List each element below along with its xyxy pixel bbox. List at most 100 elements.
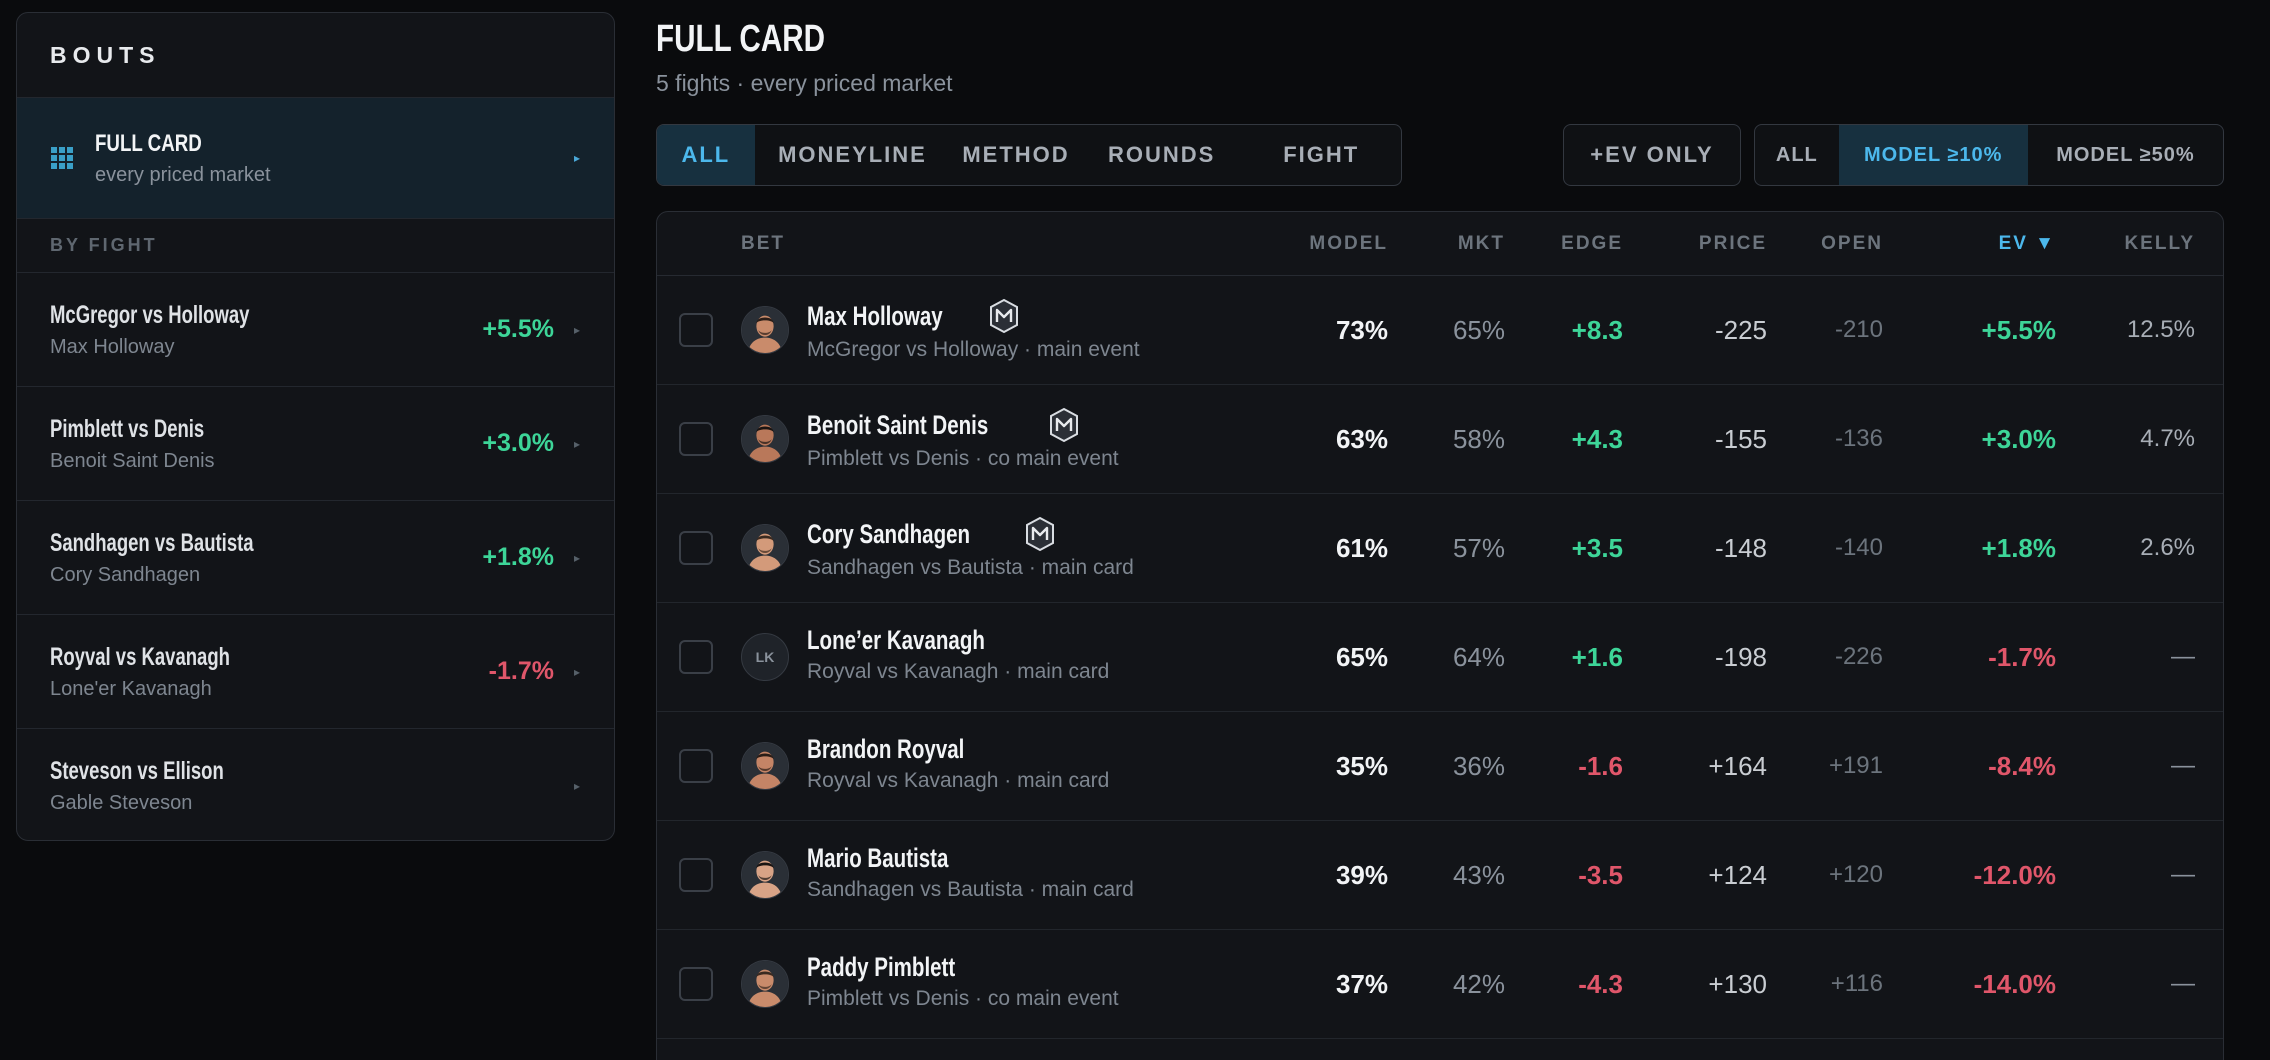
sidebar-fight-item[interactable]: Sandhagen vs Bautista Cory Sandhagen +1.8%… bbox=[17, 501, 614, 615]
kelly-cell: — bbox=[2171, 752, 2195, 779]
model-cell: 73% bbox=[1335, 314, 1388, 345]
row-checkbox[interactable] bbox=[679, 967, 713, 1001]
fighter-name: Gable Steveson bbox=[50, 792, 193, 814]
ev-cell: -8.4% bbox=[1988, 750, 2056, 781]
bet-cell: Benoit Saint Denis Pimblett vs Denis · co… bbox=[807, 407, 1119, 471]
header-ev-sorted[interactable]: EV ▼ bbox=[1998, 232, 2056, 254]
open-cell: -140 bbox=[1834, 534, 1883, 561]
fighter-name: Benoit Saint Denis bbox=[50, 449, 215, 472]
sidebar-fight-item[interactable]: Pimblett vs Denis Benoit Saint Denis +3.0%… bbox=[17, 387, 614, 501]
fighter-name: Cory Sandhagen bbox=[807, 518, 971, 549]
page-title: FULL CARD bbox=[656, 18, 826, 60]
row-checkbox[interactable] bbox=[679, 531, 713, 565]
price-cell: +130 bbox=[1708, 968, 1767, 999]
table-row[interactable]: Cory Sandhagen Sandhagen vs Bautista · ma… bbox=[657, 494, 2223, 603]
table-row[interactable]: Benoit Saint Denis Pimblett vs Denis · co… bbox=[657, 385, 2223, 494]
fight-name: Sandhagen vs Bautista bbox=[50, 528, 254, 557]
chevron-right-icon: ▸ bbox=[573, 436, 580, 451]
fight-name: Royval vs Kavanagh bbox=[50, 642, 230, 671]
bet-cell: Lone’er Kavanagh Royval vs Kavanagh · mai… bbox=[807, 625, 1109, 684]
chevron-right-icon: ▸ bbox=[573, 779, 580, 793]
market-tab-0[interactable]: ALL bbox=[657, 125, 755, 185]
bet-cell: Max Holloway McGregor vs Holloway · main … bbox=[807, 298, 1140, 362]
market-tab-2[interactable]: METHOD bbox=[962, 142, 1070, 167]
fight-ev: +1.8% bbox=[482, 543, 554, 571]
market-tab-4[interactable]: FIGHT bbox=[1283, 142, 1360, 167]
bet-cell: Cory Sandhagen Sandhagen vs Bautista · ma… bbox=[807, 516, 1134, 580]
ev-cell: +1.8% bbox=[1981, 532, 2056, 563]
row-checkbox[interactable] bbox=[679, 422, 713, 456]
sidebar-fight-item[interactable]: Steveson vs Ellison Gable Steveson ▸ bbox=[17, 729, 614, 840]
model-filter-tabs: ALL MODEL ≥10% MODEL ≥50% bbox=[1754, 124, 2224, 186]
bet-description: Royval vs Kavanagh · main card bbox=[807, 660, 1110, 683]
ev-cell: +3.0% bbox=[1981, 423, 2056, 454]
table-row[interactable]: Brandon Royval Royval vs Kavanagh · main … bbox=[657, 712, 2223, 821]
edge-cell: +1.6 bbox=[1571, 641, 1623, 672]
market-tabs: ALL MONEYLINE METHOD ROUNDS FIGHT bbox=[656, 124, 1402, 186]
table-row[interactable]: Mario Bautista Sandhagen vs Bautista · ma… bbox=[657, 821, 2223, 930]
price-cell: -225 bbox=[1714, 314, 1767, 345]
ev-cell: -1.7% bbox=[1988, 641, 2056, 672]
bet-cell: Brandon Royval Royval vs Kavanagh · main … bbox=[807, 734, 1109, 793]
market-cell: 58% bbox=[1452, 423, 1505, 454]
header-open[interactable]: OPEN bbox=[1821, 232, 1883, 254]
kelly-cell: 4.7% bbox=[2140, 425, 2195, 452]
sidebar-fight-item[interactable]: McGregor vs Holloway Max Holloway +5.5% ▸ bbox=[17, 273, 614, 387]
model-filter-0[interactable]: ALL bbox=[1775, 143, 1818, 166]
avatar bbox=[741, 742, 789, 790]
bet-description: Sandhagen vs Bautista · main card bbox=[807, 556, 1134, 579]
market-cell: 57% bbox=[1452, 532, 1505, 563]
table-header: BET MODEL MKT EDGE PRICE OPEN EV ▼ KELLY bbox=[657, 212, 2223, 276]
kelly-cell: 12.5% bbox=[2126, 316, 2195, 343]
table-row[interactable]: Max Holloway McGregor vs Holloway · main … bbox=[657, 276, 2223, 385]
edge-cell: +8.3 bbox=[1571, 314, 1623, 345]
market-tab-1[interactable]: MONEYLINE bbox=[778, 142, 927, 167]
edge-cell: +4.3 bbox=[1571, 423, 1623, 454]
ev-only-button[interactable]: +EV ONLY bbox=[1563, 124, 1741, 186]
price-cell: -198 bbox=[1714, 641, 1767, 672]
sidebar-title: BOUTS bbox=[17, 13, 614, 98]
kelly-cell: — bbox=[2171, 861, 2195, 888]
row-checkbox[interactable] bbox=[679, 749, 713, 783]
model-cell: 35% bbox=[1335, 750, 1388, 781]
ev-cell: -12.0% bbox=[1973, 859, 2056, 890]
model-cell: 63% bbox=[1335, 423, 1388, 454]
row-checkbox[interactable] bbox=[679, 640, 713, 674]
fight-ev: +3.0% bbox=[482, 429, 554, 457]
main-event-badge-icon bbox=[986, 298, 1022, 334]
model-filter-2[interactable]: MODEL ≥50% bbox=[2056, 143, 2195, 166]
chevron-right-icon: ▸ bbox=[573, 151, 580, 165]
header-mkt[interactable]: MKT bbox=[1457, 232, 1505, 254]
by-fight-heading: BY FIGHT bbox=[17, 219, 614, 273]
bet-description: Pimblett vs Denis · co main event bbox=[807, 987, 1119, 1010]
sidebar-item-full-card[interactable]: FULL CARD every priced market ▸ bbox=[17, 98, 614, 219]
model-filter-1[interactable]: MODEL ≥10% bbox=[1838, 125, 2028, 185]
header-model[interactable]: MODEL bbox=[1309, 232, 1388, 254]
header-bet[interactable]: BET bbox=[741, 232, 785, 254]
row-checkbox[interactable] bbox=[679, 858, 713, 892]
grid-icon bbox=[51, 147, 73, 169]
price-cell: -148 bbox=[1714, 532, 1767, 563]
bets-table: BET MODEL MKT EDGE PRICE OPEN EV ▼ KELLY… bbox=[656, 211, 2224, 1060]
chevron-right-icon: ▸ bbox=[573, 664, 580, 679]
avatar bbox=[741, 524, 789, 572]
header-price[interactable]: PRICE bbox=[1698, 232, 1767, 254]
model-cell: 39% bbox=[1335, 859, 1388, 890]
chevron-right-icon: ▸ bbox=[573, 322, 580, 337]
bet-cell: Paddy Pimblett Pimblett vs Denis · co mai… bbox=[807, 952, 1119, 1011]
price-cell: -155 bbox=[1714, 423, 1767, 454]
sidebar-fight-item[interactable]: Royval vs Kavanagh Lone'er Kavanagh -1.7% ▸ bbox=[17, 615, 614, 729]
header-edge[interactable]: EDGE bbox=[1561, 232, 1623, 254]
header-kelly[interactable]: KELLY bbox=[2124, 232, 2195, 254]
row-checkbox[interactable] bbox=[679, 313, 713, 347]
table-row[interactable]: Paddy Pimblett Pimblett vs Denis · co mai… bbox=[657, 930, 2223, 1039]
market-cell: 36% bbox=[1452, 750, 1505, 781]
edge-cell: -4.3 bbox=[1578, 968, 1623, 999]
model-cell: 37% bbox=[1335, 968, 1388, 999]
market-tab-3[interactable]: ROUNDS bbox=[1107, 142, 1216, 167]
avatar: LK bbox=[741, 633, 789, 681]
fighter-name: Paddy Pimblett bbox=[807, 952, 956, 982]
table-row[interactable]: LK Lone’er Kavanagh Royval vs Kavanagh · m… bbox=[657, 603, 2223, 712]
price-cell: +164 bbox=[1708, 750, 1767, 781]
full-card-title: FULL CARD bbox=[95, 129, 202, 157]
